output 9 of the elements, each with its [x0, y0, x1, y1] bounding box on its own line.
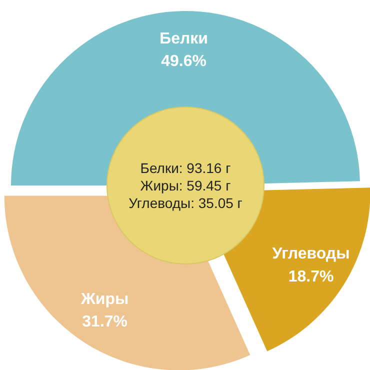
- slice-label: Белки: [160, 30, 208, 48]
- data-label: 18.7%: [288, 268, 334, 286]
- text: Углеводы: 35.05 г: [128, 194, 242, 211]
- text: Белки: 93.16 г: [140, 160, 231, 176]
- slice-label: Углеводы: [272, 246, 350, 263]
- data-label: 49.6%: [161, 53, 206, 70]
- data-label: 31.7%: [82, 314, 128, 331]
- text: Жиры: 59.45 г: [140, 178, 231, 194]
- slice-label: Жиры: [80, 291, 129, 308]
